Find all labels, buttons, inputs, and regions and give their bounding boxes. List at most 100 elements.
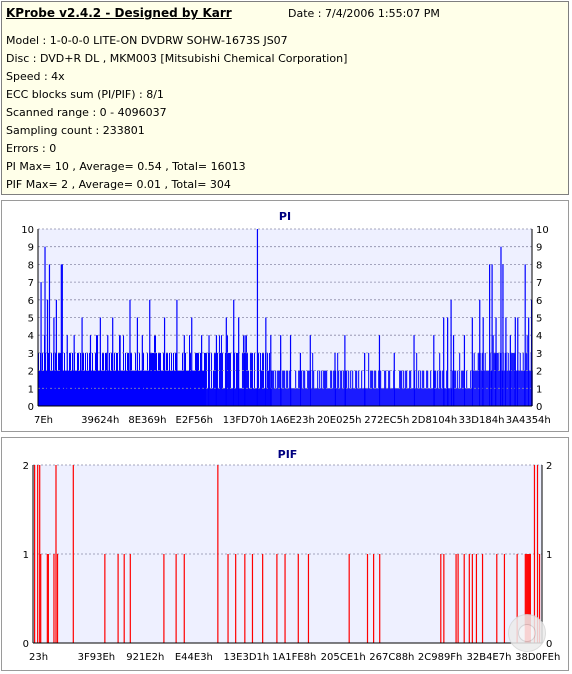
pi-noise-bar xyxy=(144,370,145,406)
pi-noise-bar xyxy=(368,352,370,406)
pi-ytick-right: 3 xyxy=(536,349,542,360)
pi-noise-bar xyxy=(70,352,71,406)
pi-spike-bar xyxy=(443,317,445,406)
pi-noise-bar xyxy=(241,352,243,406)
pi-noise-bar xyxy=(93,370,94,406)
pi-noise-bar xyxy=(266,352,268,406)
pi-ytick-left: 7 xyxy=(28,278,34,289)
pi-noise-bar xyxy=(220,335,222,406)
pi-noise-bar xyxy=(211,388,213,406)
pi-ytick-left: 9 xyxy=(28,243,34,254)
pi-noise-bar xyxy=(400,370,402,406)
pi-noise-bar xyxy=(57,370,58,406)
pi-noise-bar xyxy=(444,388,446,406)
pi-ytick-right: 6 xyxy=(536,296,542,307)
pi-noise-bar xyxy=(327,388,329,406)
pi-noise-bar xyxy=(249,352,251,406)
pi-noise-bar xyxy=(306,388,308,406)
pi-noise-bar xyxy=(246,352,248,406)
pi-noise-bar xyxy=(173,352,174,406)
pi-noise-bar xyxy=(104,370,105,406)
pi-noise-bar xyxy=(380,370,382,406)
pi-noise-bar xyxy=(420,370,422,406)
pi-noise-bar xyxy=(233,352,235,406)
pif-spike-bar xyxy=(53,554,55,643)
pi-noise-bar xyxy=(121,370,122,406)
pif-spike-bar xyxy=(457,554,459,643)
pi-ytick-right: 1 xyxy=(536,384,542,395)
pi-noise-bar xyxy=(197,352,198,406)
pi-spike-bar xyxy=(244,335,246,406)
pi-spike-bar xyxy=(208,335,210,406)
pif-spike-bar xyxy=(55,465,57,643)
pi-noise-bar xyxy=(469,388,471,406)
pi-noise-bar xyxy=(404,388,406,406)
pi-spike-bar xyxy=(378,335,381,406)
pi-noise-bar xyxy=(499,352,501,406)
pi-spike-bar xyxy=(53,317,55,406)
pi-noise-bar xyxy=(339,388,341,406)
pif-spike-bar xyxy=(183,554,185,643)
pi-noise-bar xyxy=(111,352,112,406)
pi-noise-bar xyxy=(296,388,298,406)
pi-noise-bar xyxy=(438,388,440,406)
pi-noise-bar xyxy=(385,370,387,406)
pi-noise-bar xyxy=(125,352,126,406)
pi-noise-bar xyxy=(117,352,118,406)
pi-noise-bar xyxy=(205,352,207,406)
pi-noise-bar xyxy=(188,370,189,406)
pi-noise-bar xyxy=(395,388,397,406)
pi-spike-bar xyxy=(176,299,178,406)
pi-noise-bar xyxy=(384,370,386,406)
pi-noise-bar xyxy=(206,388,208,406)
pi-noise-bar xyxy=(222,388,224,406)
pi-noise-bar xyxy=(373,388,375,406)
pi-noise-bar xyxy=(419,388,421,406)
pi-noise-bar xyxy=(209,388,211,406)
pi-noise-bar xyxy=(317,370,319,406)
pif-spike-bar xyxy=(244,554,246,643)
pi-noise-bar xyxy=(139,352,140,406)
pif-spike-bar xyxy=(39,465,41,643)
pi-noise-bar xyxy=(382,388,384,406)
pi-noise-bar xyxy=(141,370,142,406)
pi-ytick-right: 7 xyxy=(536,278,542,289)
pi-noise-bar xyxy=(73,370,74,406)
pi-noise-bar xyxy=(161,370,162,406)
pi-noise-bar xyxy=(301,370,303,406)
pif-spike-bar xyxy=(235,554,237,643)
pi-spike-bar xyxy=(524,264,526,406)
pi-noise-bar xyxy=(397,388,399,406)
pi-noise-bar xyxy=(289,370,291,406)
pi-noise-bar xyxy=(84,370,85,406)
pi-noise-bar xyxy=(508,370,510,406)
info-pif-summary: PIF Max= 2 , Average= 0.01 , Total= 304 xyxy=(6,178,231,191)
info-ecc-blocks: ECC blocks sum (PI/PIF) : 8/1 xyxy=(6,88,164,101)
pi-noise-bar xyxy=(525,352,527,406)
pif-spike-bar xyxy=(47,554,49,643)
pi-spike-bar xyxy=(452,335,455,406)
pi-noise-bar xyxy=(180,370,181,406)
pi-noise-bar xyxy=(284,370,286,406)
pi-noise-bar xyxy=(507,352,509,406)
pi-noise-bar xyxy=(153,352,154,406)
pi-noise-bar xyxy=(267,370,269,406)
pi-noise-bar xyxy=(365,388,367,406)
pif-ytick-left: 0 xyxy=(23,639,29,650)
pi-noise-bar xyxy=(224,352,226,406)
pi-noise-bar xyxy=(171,352,172,406)
pi-noise-bar xyxy=(83,352,84,406)
pi-noise-bar xyxy=(192,370,193,406)
pi-noise-bar xyxy=(477,352,479,406)
pi-noise-bar xyxy=(522,352,524,406)
pi-noise-bar xyxy=(437,370,439,406)
pif-spike-bar xyxy=(307,554,310,643)
pi-noise-bar xyxy=(461,370,463,406)
pi-noise-bar xyxy=(254,388,256,406)
pi-spike-bar xyxy=(73,335,75,406)
pi-noise-bar xyxy=(65,370,66,406)
pi-noise-bar xyxy=(494,352,496,406)
pi-noise-bar xyxy=(361,370,363,406)
pi-noise-bar xyxy=(248,388,250,406)
pif-chart-panel: PIF 0 0 1 1 2 2 23h 3F93Eh 921E2h E44E3h 13E3D1h 1A1… xyxy=(1,437,569,671)
